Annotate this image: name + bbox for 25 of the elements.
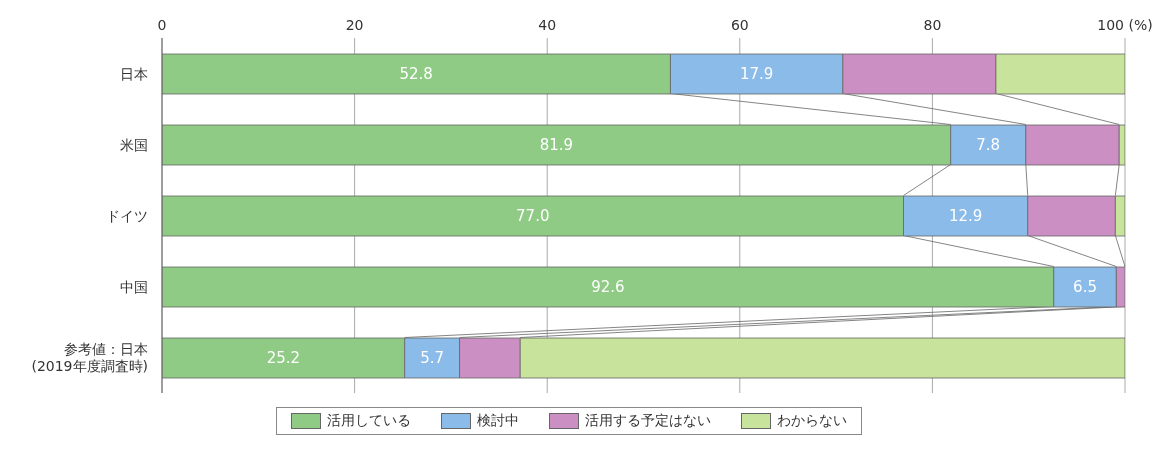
legend-label: 活用している <box>325 412 411 430</box>
x-tick-label: 40 <box>538 17 557 33</box>
x-tick-label: 100 (%) <box>1097 17 1153 33</box>
data-label: 77.0 <box>516 207 550 225</box>
data-label: 52.8 <box>399 65 433 83</box>
data-label: 25.2 <box>266 349 301 367</box>
x-tick-label: 80 <box>923 17 942 33</box>
legend-label: わからない <box>775 412 847 430</box>
data-label: 7.8 <box>976 136 1001 154</box>
legend-label: 検討中 <box>475 412 519 430</box>
x-tick-label: 0 <box>157 17 167 33</box>
data-label: 5.7 <box>420 349 445 367</box>
x-tick-label: 60 <box>730 17 749 33</box>
y-tick-label: 日本 <box>120 65 148 82</box>
data-label: 6.5 <box>1073 278 1097 296</box>
y-tick-label: 中国 <box>120 278 148 295</box>
data-label: 92.6 <box>591 278 625 296</box>
y-tick-label: 米国 <box>120 136 148 153</box>
data-label: 81.9 <box>539 136 574 154</box>
y-tick-label: ドイツ <box>106 207 148 224</box>
x-tick-label: 20 <box>345 17 364 33</box>
legend-label: 活用する予定はない <box>583 412 711 430</box>
data-label: 17.9 <box>739 65 774 83</box>
y-tick-label: 参考値：日本 (2019年度調査時) <box>31 340 148 374</box>
data-label: 12.9 <box>948 207 983 225</box>
